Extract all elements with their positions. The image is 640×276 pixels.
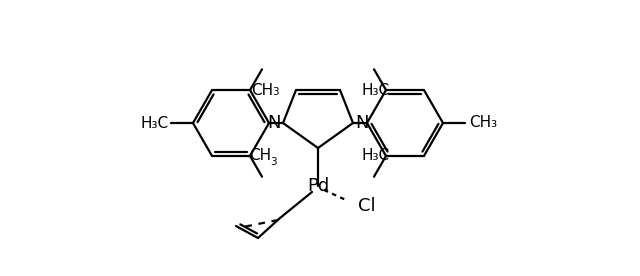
Text: N: N bbox=[355, 114, 369, 132]
Text: CH: CH bbox=[249, 148, 271, 163]
Text: CH₃: CH₃ bbox=[469, 115, 497, 131]
Text: N: N bbox=[268, 114, 281, 132]
Text: H₃C: H₃C bbox=[362, 148, 390, 163]
Text: Pd: Pd bbox=[307, 177, 329, 195]
Text: 3: 3 bbox=[270, 157, 276, 167]
Text: 3: 3 bbox=[272, 87, 278, 97]
Text: H₃C: H₃C bbox=[141, 115, 169, 131]
Text: CH: CH bbox=[251, 83, 273, 98]
Text: H₃C: H₃C bbox=[362, 83, 390, 98]
Text: Cl: Cl bbox=[358, 197, 376, 215]
